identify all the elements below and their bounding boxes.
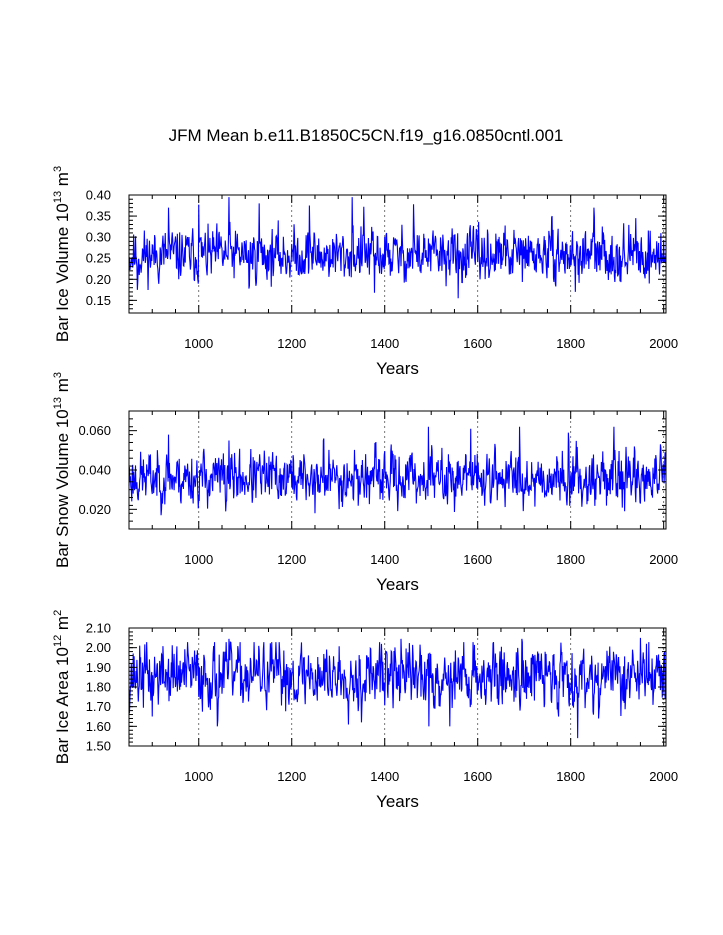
y-axis-label-unit: m <box>53 378 72 397</box>
y-axis-label-exp: 13 <box>52 191 64 203</box>
ice-area-series-line <box>128 637 667 739</box>
y-tick-label: 2.00 <box>86 640 111 655</box>
snow-volume-series-line <box>128 426 667 516</box>
y-tick-label: 1.80 <box>86 680 111 695</box>
y-tick-label: 0.25 <box>86 251 111 266</box>
x-tick-label: 1400 <box>370 336 399 351</box>
y-tick-label: 0.20 <box>86 272 111 287</box>
y-axis-label-text: Bar Ice Area 10 <box>53 647 72 764</box>
y-axis-label-unit: m <box>53 172 72 191</box>
x-tick-label: 2000 <box>649 336 678 351</box>
x-tick-label: 1800 <box>556 336 585 351</box>
y-axis-label-exp: 13 <box>52 397 64 409</box>
snow-volume-panel: 1000 1200 1400 1600 1800 2000 0.020 0.040 0.060 Y… <box>52 372 678 594</box>
y-tick-label: 1.60 <box>86 719 111 734</box>
ice-volume-series-line <box>128 197 667 299</box>
y-tick-label: 1.90 <box>86 660 111 675</box>
x-tick-label: 1600 <box>463 552 492 567</box>
y-tick-label: 0.060 <box>78 423 111 438</box>
y-axis-label-unit-exp: 3 <box>52 372 64 378</box>
x-tick-label: 1200 <box>277 769 306 784</box>
x-axis-label: Years <box>376 359 419 378</box>
y-tick-label: 1.50 <box>86 739 111 754</box>
panels: 1000 1200 1400 1600 1800 2000 0.15 0.20 0.25 0.30… <box>52 166 678 811</box>
y-axis-label-unit-exp: 2 <box>52 610 64 616</box>
x-tick-label: 1600 <box>463 336 492 351</box>
x-tick-label: 2000 <box>649 769 678 784</box>
y-tick-label: 0.020 <box>78 502 111 517</box>
x-tick-label: 1600 <box>463 769 492 784</box>
x-tick-label: 1800 <box>556 769 585 784</box>
x-tick-label: 1200 <box>277 336 306 351</box>
x-tick-label: 1000 <box>184 336 213 351</box>
y-axis-label: Bar Ice Volume 1013 m3 <box>52 166 72 342</box>
x-tick-label: 1400 <box>370 769 399 784</box>
y-axis-label-text: Bar Ice Volume 10 <box>53 203 72 342</box>
y-axis-label-text: Bar Snow Volume 10 <box>53 409 72 568</box>
ice-volume-panel: 1000 1200 1400 1600 1800 2000 0.15 0.20 0.25 0.30… <box>52 166 678 378</box>
x-axis-label: Years <box>376 792 419 811</box>
y-tick-label: 0.040 <box>78 463 111 478</box>
y-tick-label: 0.15 <box>86 293 111 308</box>
x-axis-label: Years <box>376 575 419 594</box>
y-axis-label-exp: 12 <box>52 635 64 647</box>
y-axis-label-unit-exp: 3 <box>52 166 64 172</box>
x-tick-label: 2000 <box>649 552 678 567</box>
y-tick-label: 0.30 <box>86 230 111 245</box>
y-tick-label: 0.35 <box>86 209 111 224</box>
x-tick-label: 1000 <box>184 552 213 567</box>
x-tick-label: 1000 <box>184 769 213 784</box>
x-tick-label: 1400 <box>370 552 399 567</box>
x-tick-label: 1200 <box>277 552 306 567</box>
ice-area-panel: 1000 1200 1400 1600 1800 2000 1.50 1.60 1.70 1.80… <box>52 610 678 811</box>
x-tick-label: 1800 <box>556 552 585 567</box>
y-tick-label: 0.40 <box>86 188 111 203</box>
figure-title: JFM Mean b.e11.B1850C5CN.f19_g16.0850cnt… <box>169 126 564 145</box>
y-tick-label: 2.10 <box>86 621 111 636</box>
y-axis-label: Bar Snow Volume 1013 m3 <box>52 372 72 568</box>
y-axis-label-unit: m <box>53 616 72 635</box>
y-tick-label: 1.70 <box>86 699 111 714</box>
y-axis-label: Bar Ice Area 1012 m2 <box>52 610 72 764</box>
